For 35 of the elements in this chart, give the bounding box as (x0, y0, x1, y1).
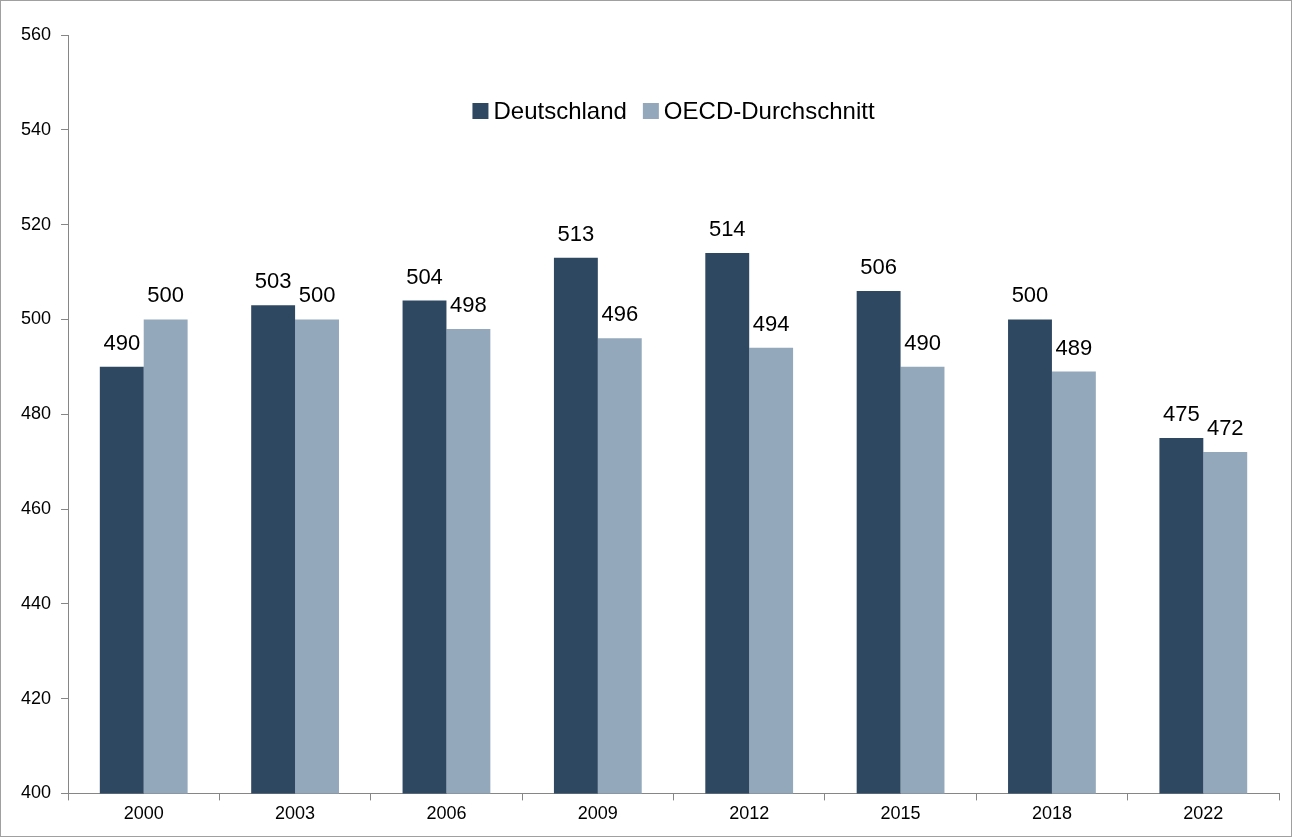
y-tick-label: 540 (20, 118, 52, 139)
x-tick-label: 2018 (1031, 803, 1072, 824)
data-label: 494 (752, 310, 790, 336)
data-label: 498 (450, 291, 487, 317)
y-tick-label: 420 (20, 687, 52, 708)
data-label: 489 (1055, 334, 1093, 360)
data-label: 514 (708, 216, 746, 242)
data-label: 504 (406, 263, 443, 289)
x-tick-label: 2003 (275, 803, 316, 824)
data-label: 506 (860, 254, 897, 280)
data-label: 496 (601, 301, 639, 327)
data-label: 503 (254, 268, 292, 294)
y-tick-label: 460 (20, 497, 52, 518)
x-tick-label: 2009 (577, 803, 618, 824)
x-tick-label: 2022 (1183, 803, 1224, 824)
legend-label: OECD-Durchschnitt (663, 96, 875, 124)
x-tick-label: 2015 (880, 803, 921, 824)
x-tick-label: 2012 (729, 803, 770, 824)
data-label: 490 (103, 329, 141, 355)
y-tick-label: 500 (20, 308, 52, 329)
y-tick-label: 520 (20, 213, 52, 234)
data-label: 472 (1206, 415, 1244, 441)
legend-label: Deutschland (493, 96, 627, 124)
data-label: 500 (1011, 282, 1049, 308)
data-label: 475 (1163, 400, 1200, 426)
y-tick-label: 400 (20, 782, 52, 803)
x-tick-label: 2000 (123, 803, 164, 824)
data-label: 513 (557, 220, 595, 246)
y-tick-label: 480 (20, 403, 52, 424)
data-label: 500 (147, 282, 185, 308)
x-tick-label: 2006 (426, 803, 467, 824)
data-label: 490 (904, 329, 941, 355)
y-tick-label: 440 (20, 592, 52, 613)
y-tick-label: 560 (20, 23, 52, 44)
data-label: 500 (298, 282, 336, 308)
